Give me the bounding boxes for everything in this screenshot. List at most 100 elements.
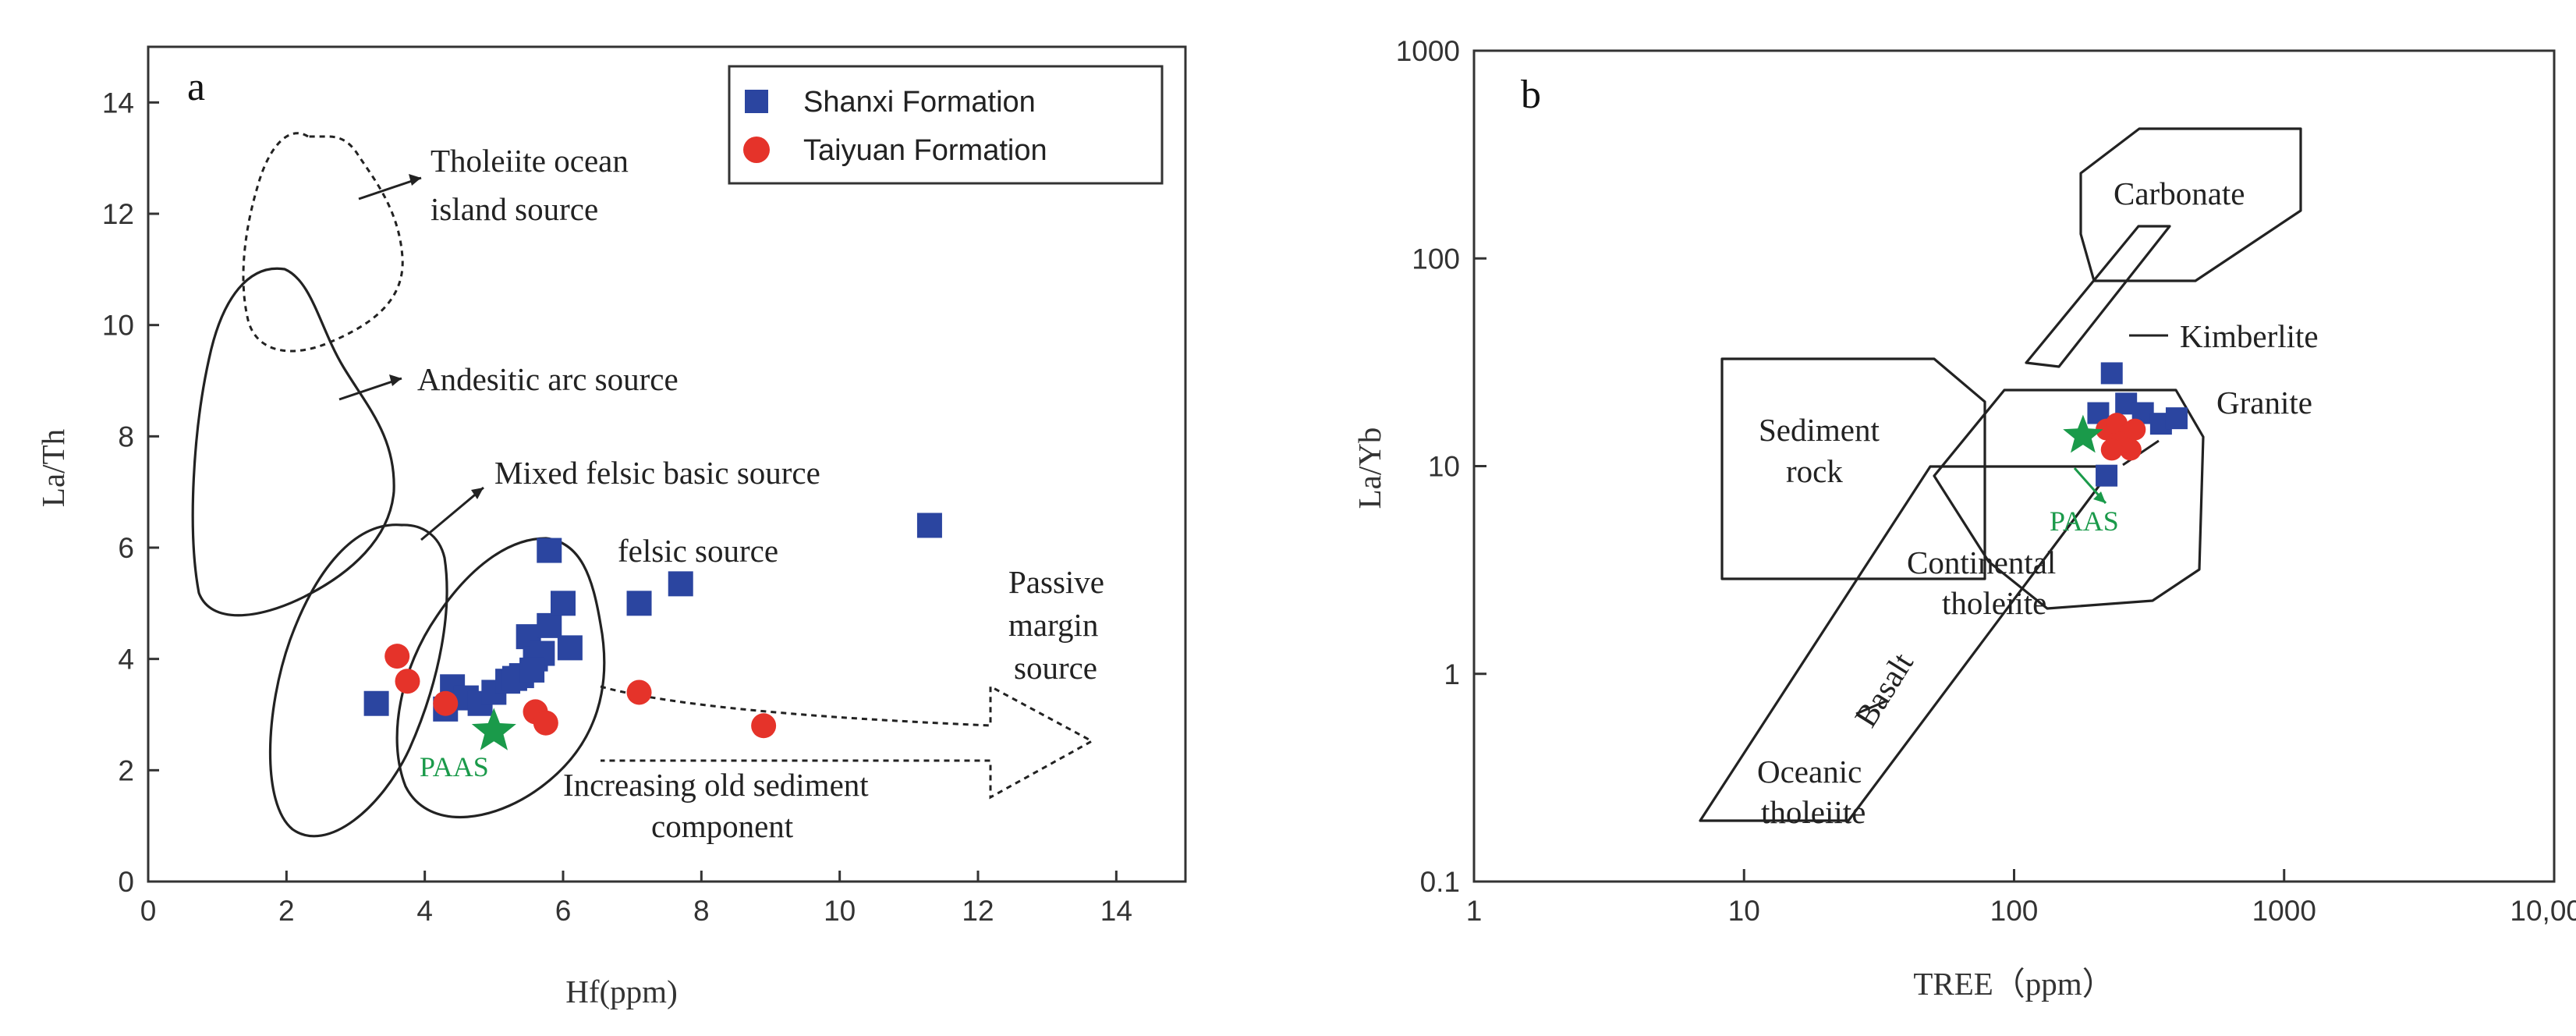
panel-a-point-circle	[433, 690, 459, 716]
panel-a-y-tick-label: 6	[118, 532, 134, 564]
panel-b-data-points	[2063, 362, 2188, 487]
mixed-label: Mixed felsic basic source	[494, 455, 820, 491]
panel-b-y-tick-label: 0.1	[1420, 866, 1460, 898]
panel-a-point-square	[916, 513, 942, 538]
mixed-arrowhead	[471, 488, 484, 499]
panel-a-point-circle	[384, 644, 410, 669]
panel-a-point-star	[471, 708, 516, 750]
passive-label-line3: source	[1014, 650, 1097, 686]
mixed-felsic-basic-field	[268, 523, 448, 838]
carbonate-label: Carbonate	[2114, 176, 2245, 211]
legend-shanxi-label: Shanxi Formation	[803, 86, 1036, 119]
panel-a-x-tick-label: 8	[693, 895, 710, 927]
increasing-label-line2: component	[651, 808, 794, 844]
panel-b-x-tick-label: 1	[1466, 895, 1483, 927]
panel-a-x-tick-label: 10	[824, 895, 856, 927]
paas-arrowhead-b	[2093, 491, 2106, 503]
oceanic-label-line2: tholeiite	[1761, 794, 1866, 830]
panel-b-y-axis-title: La/Yb	[1352, 428, 1387, 509]
panel-b-x-axis-title: TREE（ppm）	[1913, 966, 2114, 1002]
kimberlite-field	[2025, 225, 2171, 368]
panel-a-plot-frame	[147, 45, 1187, 883]
panel-a-x-tick-label: 0	[140, 895, 157, 927]
panel-a-y-tick-label: 4	[118, 644, 134, 676]
panel-a-point-square	[519, 657, 545, 683]
panel-a-y-tick-label: 10	[102, 310, 134, 342]
panel-a-y-axis: 0 2 4 6 8 10 12 14	[102, 87, 159, 898]
panel-a-y-tick-label: 8	[118, 420, 134, 452]
panel-a-y-tick-label: 14	[102, 87, 134, 119]
panel-a-y-tick-label: 12	[102, 198, 134, 230]
basalt-tholeiite-field	[1699, 465, 2115, 822]
basalt-underline	[1855, 699, 1888, 715]
panel-b-point-square	[2165, 407, 2188, 430]
panel-b-point-square	[2096, 464, 2118, 487]
panel-a-point-circle	[626, 679, 652, 705]
passive-label-line1: Passive	[1008, 564, 1104, 600]
passive-label-line2: margin	[1008, 607, 1098, 643]
panel-b-y-tick-label: 100	[1412, 243, 1460, 275]
panel-a-y-tick-label: 2	[118, 754, 134, 786]
panel-a-point-square	[537, 538, 562, 563]
panel-a-x-tick-label: 4	[416, 895, 433, 927]
granite-label: Granite	[2216, 385, 2312, 420]
tholeiite-arrowhead	[409, 174, 421, 186]
panel-a-legend: Shanxi Formation Taiyuan Formation	[728, 65, 1164, 185]
oceanic-label-line1: Oceanic	[1757, 754, 1862, 789]
mixed-pointer	[420, 486, 484, 541]
panel-a-x-axis: 0 2 4 6 8 10 12 14	[140, 871, 1132, 927]
granite-field	[1933, 388, 2205, 610]
panel-b-y-tick-label: 10	[1428, 451, 1460, 483]
panel-a-point-circle	[751, 713, 777, 739]
panel-b-x-tick-label: 10,000	[2510, 895, 2576, 927]
sediment-rock-field	[1720, 357, 1986, 580]
sediment-label-line2: rock	[1786, 453, 1843, 489]
panel-b-x-tick-label: 100	[1990, 895, 2039, 927]
increasing-label-line1: Increasing old sediment	[563, 767, 869, 803]
andesitic-arrowhead	[389, 374, 402, 386]
panel-a-point-circle	[395, 669, 420, 694]
andesitic-arc-field	[191, 267, 395, 617]
panel-a-x-tick-label: 2	[278, 895, 295, 927]
panel-a-point-square	[363, 690, 389, 716]
panel-b-y-tick-label: 1	[1444, 658, 1460, 690]
panel-a-x-axis-title: Hf(ppm)	[565, 974, 677, 1009]
panel-a-letter: a	[187, 65, 205, 109]
panel-a-y-tick-label: 0	[118, 866, 134, 898]
legend-taiyuan-label: Taiyuan Formation	[803, 134, 1047, 167]
tholeiite-label-line2: island source	[431, 191, 598, 227]
panel-b-point-square	[2100, 362, 2123, 385]
panel-b-letter: b	[1521, 73, 1541, 117]
panel-b-x-axis: 1 10 100 1000 10,000	[1466, 869, 2576, 927]
panel-b-point-circle	[2100, 438, 2123, 461]
panel-b-point-star	[2063, 414, 2103, 453]
panel-a-x-tick-label: 14	[1100, 895, 1132, 927]
panel-b-x-tick-label: 10	[1728, 895, 1760, 927]
panel-a-point-circle	[533, 710, 558, 736]
panel-a-annotation-arrows	[338, 174, 484, 541]
panel-a-point-square	[537, 612, 562, 638]
tholeiite-ocean-island-field	[242, 132, 404, 353]
panel-a-data-points	[363, 513, 942, 750]
basalt-label: Basalt	[1848, 646, 1921, 733]
panel-a-point-square	[557, 635, 583, 661]
tholeiite-label-line1: Tholeiite ocean	[431, 143, 629, 179]
legend-shanxi-marker	[745, 90, 768, 113]
sediment-label-line1: Sediment	[1759, 412, 1880, 448]
andesitic-label: Andesitic arc source	[417, 361, 679, 397]
panel-a-point-square	[668, 571, 693, 597]
panel-a-x-tick-label: 6	[555, 895, 572, 927]
panel-a-point-square	[626, 591, 652, 616]
panel-a-point-square	[551, 591, 576, 616]
panel-b-y-axis: 0.1 1 10 100 1000	[1396, 35, 1486, 898]
paas-label-b: PAAS	[2050, 506, 2119, 537]
panel-b-y-tick-label: 1000	[1396, 35, 1460, 67]
legend-box	[728, 65, 1164, 185]
panel-b-x-tick-label: 1000	[2252, 895, 2316, 927]
legend-taiyuan-marker	[743, 137, 770, 163]
continental-label-line1: Continental	[1907, 545, 2056, 580]
felsic-field	[395, 537, 606, 819]
